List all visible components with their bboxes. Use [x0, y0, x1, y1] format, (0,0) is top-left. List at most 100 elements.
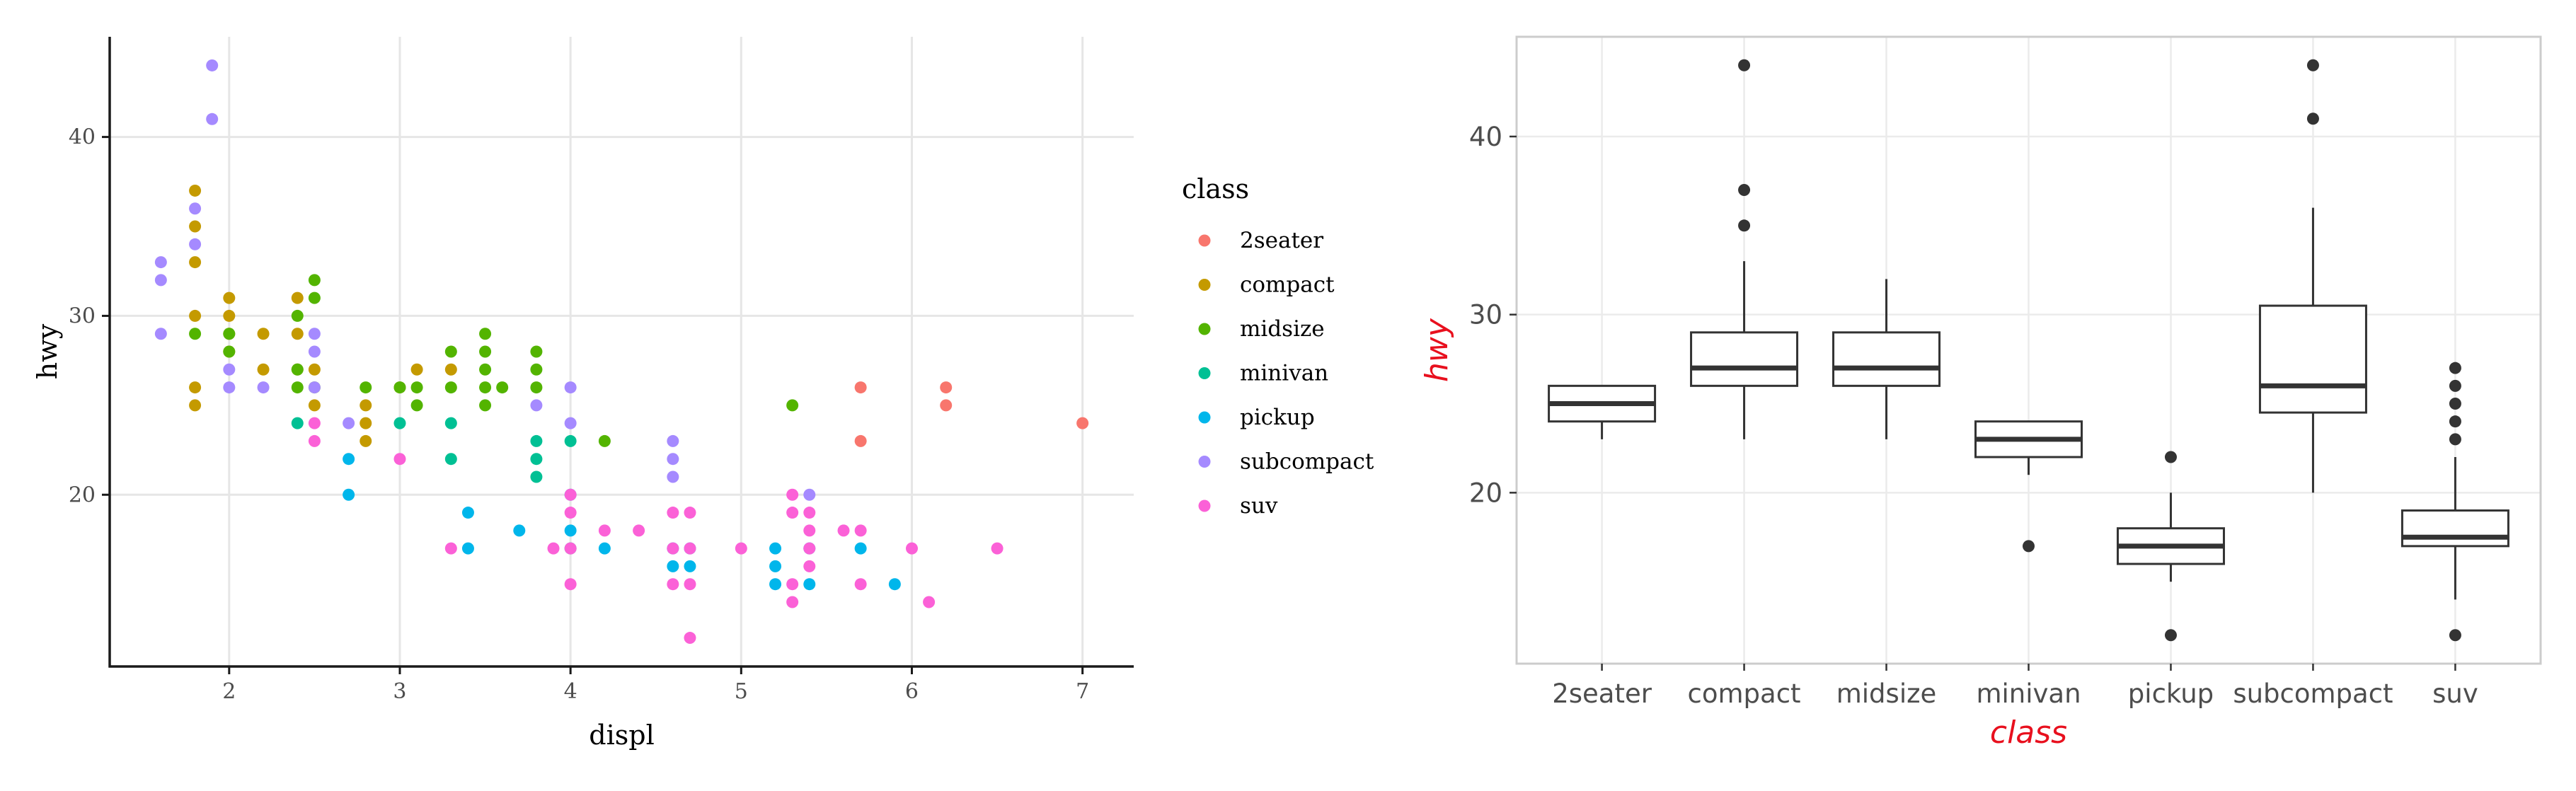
point-suv	[803, 524, 816, 537]
point-compact	[360, 399, 372, 412]
point-minivan	[530, 453, 543, 466]
point-midsize	[786, 399, 799, 412]
point-compact	[223, 291, 236, 304]
point-compact	[291, 328, 304, 340]
point-subcompact	[206, 59, 219, 71]
point-suv	[564, 578, 577, 591]
box-minivan	[1974, 420, 2083, 553]
point-midsize	[308, 274, 321, 287]
point-midsize	[360, 381, 372, 394]
iqr-box	[2400, 509, 2509, 548]
x-tick-label: compact	[1688, 679, 1801, 709]
point-subcompact	[530, 399, 543, 412]
legend-key-pickup	[1198, 411, 1211, 424]
x-axis-title: class	[1990, 715, 2067, 751]
x-tick-label: pickup	[2128, 679, 2214, 709]
legend-label-suv: suv	[1240, 493, 1278, 519]
outlier-point	[1738, 183, 1751, 196]
point-midsize	[479, 345, 492, 358]
point-suv	[684, 578, 696, 591]
point-midsize	[496, 381, 509, 394]
point-compact	[360, 434, 372, 447]
x-tick-label: suv	[2432, 679, 2478, 709]
point-midsize	[530, 381, 543, 394]
legend-label-minivan: minivan	[1240, 361, 1328, 386]
box-pickup	[2116, 451, 2225, 642]
x-tick-label: 3	[393, 679, 406, 704]
point-suv	[854, 578, 867, 591]
point-midsize	[479, 381, 492, 394]
legend-label-subcompact: subcompact	[1240, 449, 1374, 475]
y-axis-title: hwy	[32, 323, 63, 379]
point-suv	[684, 507, 696, 519]
point-subcompact	[308, 381, 321, 394]
point-minivan	[444, 417, 457, 429]
point-midsize	[291, 363, 304, 376]
point-compact	[444, 363, 457, 376]
legend-key-midsize	[1198, 323, 1211, 335]
point-suv	[786, 578, 799, 591]
point-midsize	[223, 328, 236, 340]
point-subcompact	[667, 470, 679, 483]
point-compact	[189, 256, 202, 269]
x-tick-label: 5	[735, 679, 748, 704]
point-subcompact	[189, 238, 202, 250]
point-midsize	[308, 291, 321, 304]
outlier-point	[1738, 219, 1751, 232]
point-suv	[633, 524, 645, 537]
point-suv	[308, 417, 321, 429]
y-tick-label: 30	[1469, 300, 1502, 330]
point-pickup	[667, 560, 679, 572]
point-suv	[667, 507, 679, 519]
point-2seater	[1076, 417, 1089, 429]
point-suv	[547, 542, 560, 555]
point-subcompact	[223, 363, 236, 376]
point-midsize	[223, 345, 236, 358]
point-suv	[667, 578, 679, 591]
legend-label-pickup: pickup	[1240, 405, 1315, 430]
point-midsize	[479, 399, 492, 412]
x-tick-label: subcompact	[2233, 679, 2393, 709]
legend-key-compact	[1198, 279, 1211, 291]
legend-title: class	[1182, 173, 1249, 204]
point-minivan	[444, 453, 457, 466]
box-suv	[2400, 362, 2509, 642]
x-tick-label: 6	[905, 679, 919, 704]
x-tick-label: minivan	[1976, 679, 2081, 709]
x-tick-label: midsize	[1836, 679, 1937, 709]
outlier-point	[2306, 112, 2319, 125]
series-pickup	[343, 453, 901, 591]
point-midsize	[393, 381, 406, 394]
box-compact	[1690, 59, 1799, 439]
point-pickup	[854, 542, 867, 555]
point-midsize	[291, 309, 304, 322]
x-tick-label: 4	[564, 679, 577, 704]
outlier-point	[2164, 629, 2177, 642]
point-compact	[410, 363, 423, 376]
box-midsize	[1832, 279, 1941, 439]
point-midsize	[479, 363, 492, 376]
y-tick-label: 20	[69, 483, 96, 507]
point-suv	[684, 542, 696, 555]
point-suv	[667, 542, 679, 555]
outlier-point	[2449, 433, 2461, 446]
point-compact	[189, 399, 202, 412]
point-pickup	[888, 578, 901, 591]
point-midsize	[444, 381, 457, 394]
point-suv	[564, 507, 577, 519]
point-suv	[444, 542, 457, 555]
legend-key-minivan	[1198, 367, 1211, 379]
point-midsize	[530, 363, 543, 376]
point-minivan	[564, 434, 577, 447]
point-suv	[786, 488, 799, 501]
point-midsize	[410, 399, 423, 412]
point-compact	[257, 363, 270, 376]
box-subcompact	[2258, 59, 2367, 493]
y-tick-label: 40	[69, 125, 96, 150]
point-suv	[803, 542, 816, 555]
point-pickup	[343, 488, 355, 501]
point-pickup	[684, 560, 696, 572]
point-suv	[564, 542, 577, 555]
point-pickup	[564, 524, 577, 537]
